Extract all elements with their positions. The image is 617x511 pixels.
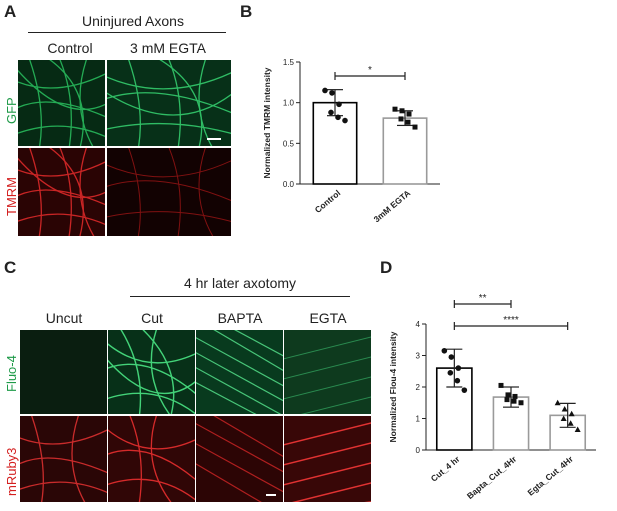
y-tick-label: 0.0: [283, 180, 295, 189]
y-axis-label: Normalized Flou-4 intensity: [388, 331, 398, 442]
data-point: [504, 397, 510, 403]
data-point: [567, 420, 574, 426]
x-tick-label: Egta_Cut_4Hr: [525, 453, 575, 497]
micrograph-c-mruby3-cut: [108, 416, 195, 502]
data-point: [336, 101, 342, 108]
significance-label: **: [479, 293, 487, 304]
data-point: [574, 426, 581, 433]
data-point: [322, 87, 328, 94]
panel-c-col-label-bapta: BAPTA: [217, 310, 263, 326]
y-tick-label: 0: [416, 446, 421, 455]
panel-b-letter: B: [240, 2, 253, 21]
micrograph-c-mruby3-uncut: [20, 416, 107, 502]
x-tick-label: 3mM EGTA: [372, 188, 413, 224]
panel-a-group-title: Uninjured Axons: [82, 13, 184, 29]
y-axis-label: Normalized TMRM intensity: [262, 67, 272, 178]
data-point: [461, 387, 468, 393]
y-tick-label: 1.5: [283, 58, 295, 67]
axon-texture: [18, 148, 105, 236]
axon-texture: [107, 60, 231, 146]
data-point: [412, 124, 418, 130]
data-point: [512, 393, 518, 399]
data-point: [560, 415, 567, 421]
x-tick-label: Cut_4 hr: [429, 453, 462, 483]
data-point: [406, 111, 412, 117]
y-tick-label: 3: [416, 352, 421, 361]
micrograph-c-mruby3-egta: [284, 416, 371, 502]
data-point: [518, 400, 524, 406]
data-point: [328, 109, 334, 116]
data-point: [399, 108, 405, 114]
micrograph-c-fluo4-cut: [108, 330, 195, 414]
y-tick-label: 4: [416, 320, 421, 329]
axon-texture: [196, 330, 283, 414]
y-tick-label: 1: [416, 415, 421, 424]
data-point: [448, 354, 455, 360]
panel-a-group-line: [28, 32, 226, 33]
y-tick-label: 2: [416, 383, 421, 392]
micrograph-c-fluo4-bapta: [196, 330, 283, 414]
axon-texture: [108, 330, 195, 414]
axon-texture: [196, 416, 283, 502]
scale-bar: [207, 138, 221, 140]
data-point: [505, 392, 511, 398]
x-tick-label: Bapta_Cut_4Hr: [465, 453, 519, 501]
y-tick-label: 0.5: [283, 139, 295, 148]
data-point: [455, 365, 462, 371]
axon-texture: [20, 416, 107, 502]
data-point: [398, 116, 404, 122]
axon-texture: [108, 416, 195, 502]
x-tick-label: Control: [313, 188, 343, 215]
data-point: [392, 106, 398, 112]
panel-c-col-label-cut: Cut: [141, 310, 163, 326]
bar: [382, 117, 428, 185]
chart-d: 0 1 2 3 4 Normalized Flou-4 intensity Cut_4 hr…: [388, 293, 596, 501]
micrograph-c-fluo4-egta: [284, 330, 371, 414]
data-point: [554, 399, 561, 406]
data-point: [568, 410, 575, 417]
y-tick-label: 1.0: [283, 99, 295, 108]
panel-a-letter: A: [4, 2, 17, 21]
panel-c-row-label-mruby3: mRuby3: [4, 447, 19, 496]
significance-label: ****: [503, 315, 519, 326]
micrograph-c-fluo4-uncut: [20, 330, 107, 414]
panel-c-row-label-fluo4: Fluo-4: [4, 355, 19, 392]
micrograph-a-tmrm-control: [18, 148, 105, 236]
significance-label: *: [368, 65, 372, 76]
data-point: [335, 114, 341, 121]
data-point: [511, 398, 517, 404]
micrograph-a-tmrm-egta: [107, 148, 231, 236]
scale-bar: [266, 494, 276, 496]
data-point: [498, 382, 504, 388]
data-point: [561, 406, 568, 412]
data-point: [405, 119, 411, 125]
data-point: [454, 377, 461, 384]
axon-texture: [284, 336, 371, 414]
data-point: [441, 347, 448, 354]
data-point: [329, 90, 335, 96]
data-point: [342, 117, 348, 124]
axon-texture: [18, 60, 105, 146]
micrograph-c-mruby3-bapta: [196, 416, 283, 502]
axon-texture: [107, 148, 231, 236]
panel-a-col-label-egta: 3 mM EGTA: [130, 40, 206, 56]
panel-d-letter: D: [380, 258, 393, 277]
axon-texture: [284, 422, 371, 502]
micrograph-a-gfp-egta: [107, 60, 231, 146]
panel-c-col-label-uncut: Uncut: [45, 310, 83, 326]
panel-a-row-label-gfp: GFP: [4, 97, 19, 124]
panel-a-col-label-control: Control: [47, 40, 93, 56]
panel-c-group-title: 4 hr later axotomy: [183, 275, 297, 291]
micrograph-a-gfp-control: [18, 60, 105, 146]
panel-c-group-line: [130, 296, 350, 297]
panel-c-letter: C: [4, 258, 17, 277]
chart-b: 0.0 0.5 1.0 1.5 Normalized TMRM intensity Con…: [262, 58, 440, 224]
panel-a-row-label-tmrm: TMRM: [4, 177, 19, 216]
panel-c-col-label-egta: EGTA: [309, 310, 347, 326]
data-point: [447, 370, 454, 376]
